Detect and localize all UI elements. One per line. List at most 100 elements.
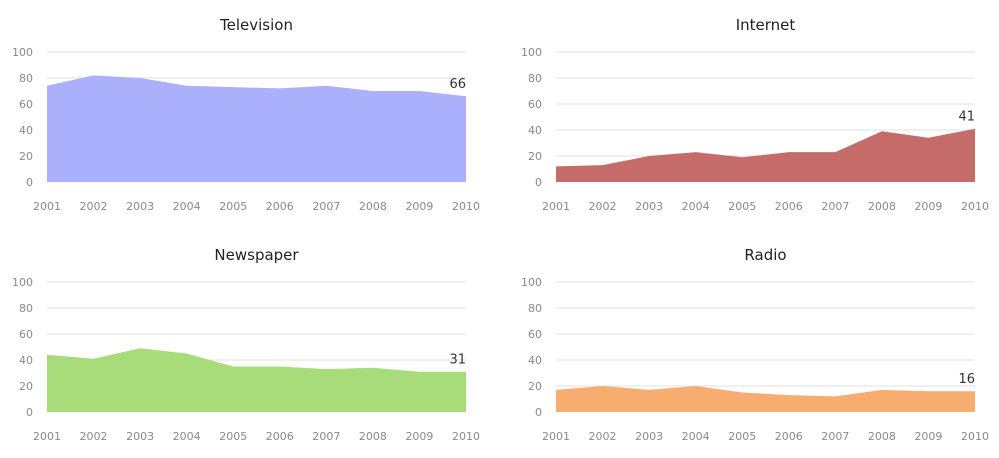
internet-data-point	[834, 151, 837, 154]
television-x-tick-label: 2006	[266, 200, 294, 213]
radio-x-tick-label: 2004	[682, 430, 710, 443]
newspaper-x-tick-label: 2006	[266, 430, 294, 443]
television-y-tick-label: 0	[26, 176, 33, 189]
internet-y-tick-label: 20	[528, 150, 542, 163]
television-x-tick-label: 2008	[359, 200, 387, 213]
internet-x-tick-label: 2005	[728, 200, 756, 213]
internet-x-tick-label: 2008	[868, 200, 896, 213]
radio-data-point	[601, 385, 604, 388]
internet-end-value-label: 41	[958, 110, 975, 125]
internet-chart-title: Internet	[736, 16, 796, 34]
television-y-tick-label: 20	[19, 150, 33, 163]
internet-x-tick-label: 2004	[682, 200, 710, 213]
newspaper-data-point	[325, 368, 328, 371]
television-y-tick-label: 100	[12, 46, 33, 59]
internet-data-point	[741, 156, 744, 159]
chart-panel-internet: Internet 0 20 40 60 80 100 2001 2002 2003 2004 2005…	[509, 0, 999, 228]
newspaper-y-tick-label: 0	[26, 406, 33, 419]
radio-area	[556, 386, 975, 412]
television-x-tick-label: 2005	[219, 200, 247, 213]
internet-x-tick-label: 2010	[961, 200, 989, 213]
newspaper-data-point	[185, 352, 188, 355]
internet-data-point	[601, 164, 604, 167]
television-data-point	[232, 86, 235, 89]
internet-data-point	[880, 130, 883, 133]
television-x-tick-label: 2009	[405, 200, 433, 213]
radio-x-tick-label: 2001	[542, 430, 570, 443]
radio-x-tick-label: 2006	[775, 430, 803, 443]
television-data-point	[92, 74, 95, 77]
newspaper-y-tick-label: 100	[12, 276, 33, 289]
newspaper-x-tick-label: 2003	[126, 430, 154, 443]
internet-data-point	[694, 151, 697, 154]
television-area	[47, 75, 466, 182]
radio-data-point	[880, 388, 883, 391]
newspaper-y-tick-label: 80	[19, 302, 33, 315]
radio-x-tick-label: 2009	[914, 430, 942, 443]
radio-data-point	[834, 395, 837, 398]
radio-x-tick-label: 2010	[961, 430, 989, 443]
newspaper-data-point	[92, 357, 95, 360]
television-end-value-label: 66	[449, 77, 466, 92]
chart-panel-newspaper: Newspaper 0 20 40 60 80 100 2001 2002 2003 2004 200…	[0, 230, 499, 458]
internet-y-tick-label: 100	[521, 46, 542, 59]
radio-data-point	[741, 391, 744, 394]
radio-data-point	[787, 394, 790, 397]
newspaper-data-point	[278, 365, 281, 368]
radio-end-value-label: 16	[958, 372, 975, 387]
television-data-point	[46, 84, 49, 87]
internet-y-tick-label: 0	[535, 176, 542, 189]
internet-y-tick-label: 80	[528, 72, 542, 85]
newspaper-x-tick-label: 2008	[359, 430, 387, 443]
radio-y-tick-label: 40	[528, 354, 542, 367]
radio-x-tick-label: 2008	[868, 430, 896, 443]
newspaper-y-tick-label: 40	[19, 354, 33, 367]
internet-x-tick-label: 2002	[589, 200, 617, 213]
radio-data-point	[927, 390, 930, 393]
television-data-point	[139, 77, 142, 80]
chart-panel-radio: Radio 0 20 40 60 80 100 2001 2002 2003 2004 2005 200…	[509, 230, 999, 458]
newspaper-x-tick-label: 2009	[405, 430, 433, 443]
newspaper-area	[47, 348, 466, 412]
internet-x-tick-label: 2009	[914, 200, 942, 213]
radio-data-point	[555, 388, 558, 391]
newspaper-x-tick-label: 2001	[33, 430, 61, 443]
newspaper-data-point	[139, 347, 142, 350]
internet-data-point	[927, 136, 930, 139]
newspaper-data-point	[371, 366, 374, 369]
radio-chart-title: Radio	[744, 246, 786, 264]
television-x-tick-label: 2004	[173, 200, 201, 213]
internet-y-tick-label: 60	[528, 98, 542, 111]
internet-data-point	[974, 127, 977, 130]
internet-data-point	[648, 155, 651, 158]
newspaper-x-tick-label: 2007	[312, 430, 340, 443]
chart-panel-television: Television 0 20 40 60 80 100 2001 2002 2003 2004 20…	[0, 0, 499, 228]
newspaper-end-value-label: 31	[449, 353, 466, 368]
newspaper-x-tick-label: 2002	[80, 430, 108, 443]
newspaper-data-point	[465, 370, 468, 373]
radio-y-tick-label: 100	[521, 276, 542, 289]
newspaper-data-point	[232, 365, 235, 368]
internet-area	[556, 128, 975, 182]
television-data-point	[185, 84, 188, 87]
newspaper-x-tick-label: 2004	[173, 430, 201, 443]
internet-y-tick-label: 40	[528, 124, 542, 137]
television-y-tick-label: 60	[19, 98, 33, 111]
radio-data-point	[694, 385, 697, 388]
radio-x-tick-label: 2007	[821, 430, 849, 443]
internet-x-tick-label: 2003	[635, 200, 663, 213]
television-y-tick-label: 40	[19, 124, 33, 137]
radio-y-tick-label: 60	[528, 328, 542, 341]
internet-data-point	[555, 165, 558, 168]
television-x-tick-label: 2002	[80, 200, 108, 213]
radio-x-tick-label: 2003	[635, 430, 663, 443]
television-x-tick-label: 2003	[126, 200, 154, 213]
internet-x-tick-label: 2007	[821, 200, 849, 213]
newspaper-y-tick-label: 60	[19, 328, 33, 341]
radio-data-point	[648, 388, 651, 391]
television-chart-title: Television	[219, 16, 293, 34]
television-data-point	[325, 84, 328, 87]
newspaper-x-tick-label: 2010	[452, 430, 480, 443]
radio-y-tick-label: 80	[528, 302, 542, 315]
